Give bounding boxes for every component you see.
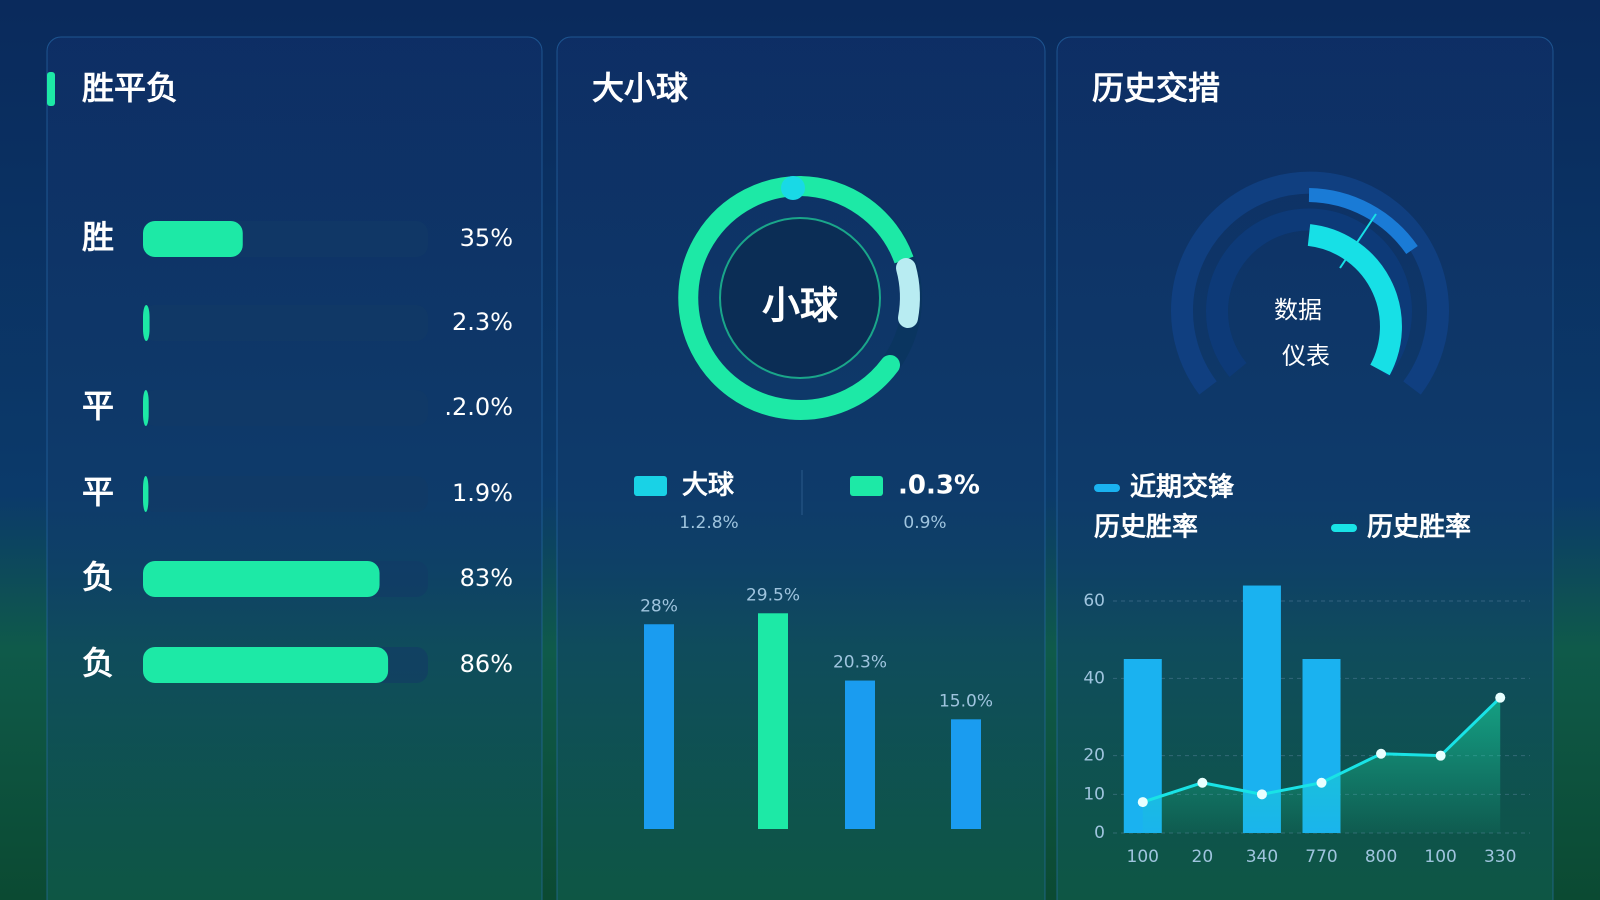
category-label: 平 (82, 387, 114, 425)
line-point (1376, 748, 1387, 759)
x-tick-label: 100 (1424, 847, 1456, 867)
x-tick-label: 340 (1246, 847, 1278, 867)
x-tick-label: 770 (1305, 847, 1337, 867)
category-label: 负 (82, 558, 114, 596)
value-label: .2.0% (444, 393, 513, 421)
donut-arc (678, 176, 900, 420)
y-tick-label: 40 (1083, 668, 1105, 688)
line-point (1137, 797, 1148, 808)
legend-swatch (1331, 524, 1357, 532)
line-point (1495, 692, 1506, 703)
bar-track (143, 305, 428, 341)
donut-inner (719, 217, 881, 379)
bar (644, 624, 674, 829)
donut-arc (896, 258, 920, 328)
value-label: 86% (460, 650, 513, 678)
x-tick-label: 100 (1127, 847, 1159, 867)
legend-swatch (1094, 484, 1120, 492)
legend-swatch (850, 476, 883, 496)
bar (143, 647, 389, 683)
y-tick-label: 0 (1094, 823, 1105, 843)
value-label: 29.5% (746, 585, 800, 605)
donut-center-label: 小球 (762, 284, 839, 328)
y-tick-label: 20 (1083, 746, 1105, 766)
gauge-value-arc (1307, 224, 1402, 376)
bar (143, 561, 380, 597)
panel-title: 大小球 (592, 69, 689, 107)
y-tick-label: 60 (1083, 591, 1105, 611)
panel-title: 历史交措 (1092, 69, 1220, 107)
bar (845, 680, 875, 829)
category-label: 胜 (82, 218, 114, 256)
line-point (1256, 789, 1267, 800)
subtitle: 历史胜率 (1094, 512, 1198, 543)
value-label: 2.3% (452, 308, 513, 336)
y-tick-label: 10 (1083, 784, 1105, 804)
legend-value: 0.9% (903, 513, 946, 533)
bar (143, 221, 243, 257)
category-label: 负 (82, 644, 114, 682)
legend-label: .0.3% (898, 471, 980, 501)
x-tick-label: 330 (1484, 847, 1516, 867)
value-label: 35% (460, 224, 513, 252)
value-label: 20.3% (833, 653, 887, 673)
value-label: 83% (460, 564, 513, 592)
category-label: 平 (82, 473, 114, 511)
gauge-track (1171, 171, 1449, 395)
gauge-label: 数据 (1274, 296, 1322, 324)
legend-label: 历史胜率 (1367, 512, 1471, 543)
panel (46, 36, 543, 900)
donut-knob (781, 176, 805, 200)
bar-track (143, 390, 428, 426)
legend-label: 近期交锋 (1130, 472, 1235, 503)
panel-title: 胜平负 (82, 69, 178, 107)
legend-label: 大球 (682, 471, 735, 501)
bar (951, 719, 981, 829)
bar (143, 305, 150, 341)
legend-swatch (634, 476, 667, 496)
bar (143, 390, 149, 426)
line-point (1316, 777, 1327, 788)
line-point (1197, 777, 1208, 788)
bar (758, 613, 788, 829)
gauge-inner (1206, 208, 1412, 377)
x-tick-label: 20 (1192, 847, 1214, 867)
gauge-needle (1339, 213, 1377, 269)
donut-arc (799, 176, 914, 264)
bar (143, 476, 149, 512)
value-label: 15.0% (939, 691, 993, 711)
line-point (1435, 750, 1446, 761)
value-label: 1.9% (452, 479, 513, 507)
gauge-label: 仪表 (1282, 342, 1330, 370)
accent (47, 72, 55, 106)
gauge-arc (1308, 188, 1418, 255)
bar-track (143, 476, 428, 512)
value-label: 28% (640, 596, 678, 616)
panel (556, 36, 1046, 900)
legend-value: 1.2.8% (679, 513, 738, 533)
line-area (1142, 697, 1501, 833)
x-tick-label: 800 (1365, 847, 1397, 867)
